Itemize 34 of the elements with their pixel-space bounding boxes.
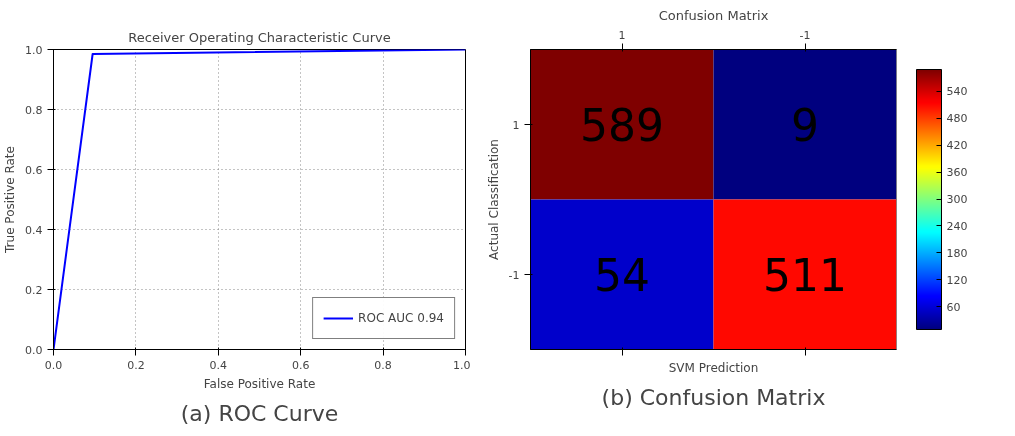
data-label: 511 (763, 250, 847, 301)
text: (a) ROC Curve (180, 400, 339, 426)
y-axis-title: Actual Classification (486, 139, 501, 260)
y-tick-label: 0.4 (25, 223, 43, 237)
chart-title: Confusion Matrix (658, 7, 769, 23)
x-axis-title: SVM Prediction (668, 360, 759, 375)
y-axis-title: True Positive Rate (3, 146, 18, 254)
color-bar-label: 60 (946, 300, 961, 314)
y-tick-label: 0.2 (25, 283, 43, 297)
data-label: 589 (580, 100, 664, 151)
chart-title: Receiver Operating Characteristic Curve (128, 29, 391, 45)
color-bar-label: 300 (946, 193, 968, 207)
color-bar-label: 180 (946, 246, 968, 260)
color-bar-label: 480 (946, 112, 968, 126)
color-bar-label: 120 (946, 273, 968, 287)
x-tick-label: 0.2 (127, 358, 145, 372)
x-tick-label: 0.8 (374, 358, 392, 372)
color-bar-label: 420 (946, 139, 968, 153)
x-axis-title: False Positive Rate (203, 376, 316, 391)
y-tick-label: 0.0 (25, 343, 43, 357)
color-bar-label: 540 (946, 85, 968, 99)
y-tick-label: 1.0 (25, 43, 43, 57)
x-tick-label: 1.0 (453, 358, 471, 372)
color-bar-label: 360 (946, 166, 968, 180)
color-bar-label: 240 (946, 219, 968, 233)
data-label: 54 (594, 250, 651, 301)
y-tick-label: 0.8 (25, 103, 43, 117)
data-label: 9 (791, 100, 819, 151)
y-tick-label: 0.6 (25, 163, 43, 177)
x-tick-label: 0.4 (209, 358, 228, 372)
legend-label: ROC AUC 0.94 (358, 311, 444, 325)
x-tick-label: 0.0 (44, 358, 63, 372)
text: (b) Confusion Matrix (601, 384, 826, 410)
x-tick-label: 0.6 (291, 358, 310, 372)
